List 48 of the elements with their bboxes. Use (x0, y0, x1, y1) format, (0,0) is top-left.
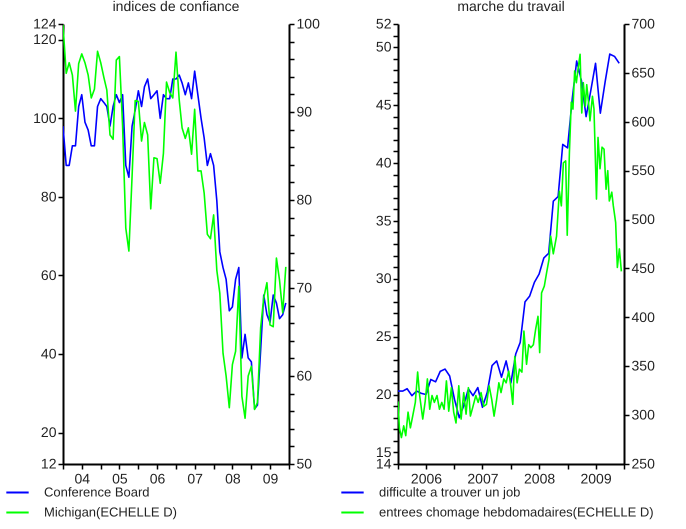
y-tick-label: 25 (376, 328, 392, 344)
x-tick-label: 09 (262, 470, 279, 486)
y2-tick-label: 250 (632, 456, 656, 472)
y-tick-label: 52 (376, 16, 392, 32)
y2-tick-label: 100 (296, 16, 320, 32)
y2-tick-label: 70 (296, 280, 312, 296)
legend-label: difficulte a trouver un job (379, 484, 520, 500)
y-tick-label: 50 (376, 38, 392, 55)
y-tick-label: 100 (33, 110, 57, 126)
x-tick-label: 05 (112, 470, 128, 486)
y2-tick-label: 60 (296, 368, 312, 384)
x-tick-label: 2006 (410, 470, 442, 486)
y-tick-label: 35 (376, 212, 392, 228)
legend-label: Conference Board (44, 484, 150, 500)
x-tick-label: 2008 (524, 470, 556, 486)
y2-tick-label: 50 (296, 456, 312, 472)
y-tick-label: 20 (376, 386, 392, 402)
y2-tick-label: 450 (632, 260, 656, 276)
x-tick-label: 07 (187, 470, 204, 486)
y2-tick-label: 550 (632, 162, 656, 178)
y2-tick-label: 80 (296, 192, 312, 208)
x-tick-label: 06 (150, 470, 166, 486)
x-tick-label: 04 (74, 470, 90, 486)
x-tick-label: 2009 (580, 470, 612, 486)
y-tick-label: 45 (376, 96, 392, 113)
x-tick-label: 2007 (467, 470, 499, 486)
y-tick-label: 40 (40, 346, 57, 362)
chart-title: marche du travail (457, 0, 565, 14)
y-tick-label: 20 (40, 424, 57, 440)
y-tick-label: 120 (33, 31, 57, 48)
y2-tick-label: 700 (632, 16, 656, 32)
legend-label: entrees chomage hebdomadaires(ECHELLE D) (379, 504, 654, 520)
y-tick-label: 80 (40, 188, 57, 204)
y2-tick-label: 350 (632, 358, 656, 374)
y-tick-label: 12 (40, 456, 57, 472)
y2-tick-label: 300 (632, 406, 656, 423)
y-tick-label: 60 (40, 266, 57, 283)
x-tick-label: 08 (225, 470, 241, 486)
legend-label: Michigan(ECHELLE D) (44, 504, 177, 520)
y-tick-label: 30 (376, 270, 392, 286)
y2-tick-label: 400 (632, 308, 656, 325)
y2-tick-label: 600 (632, 113, 656, 130)
y2-tick-label: 90 (296, 104, 312, 120)
y-tick-label: 124 (33, 16, 57, 32)
y2-tick-label: 650 (632, 64, 656, 80)
y-tick-label: 40 (376, 154, 392, 170)
y2-tick-label: 500 (632, 211, 656, 228)
chart-title: indices de confiance (112, 0, 240, 14)
